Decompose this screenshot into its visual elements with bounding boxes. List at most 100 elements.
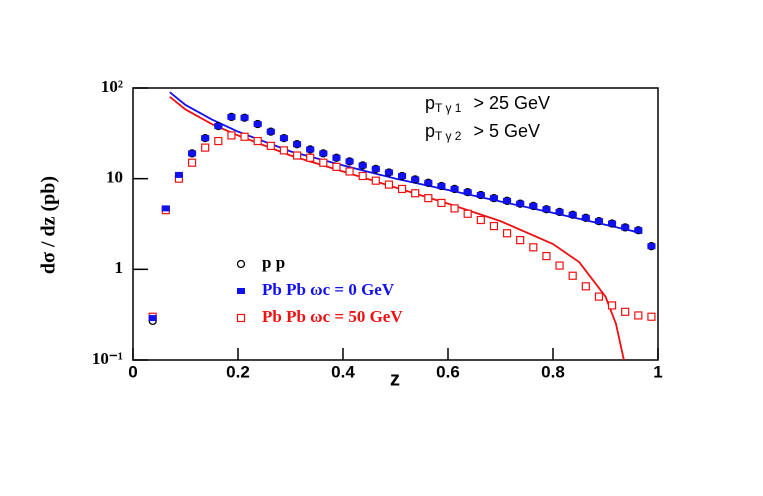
marker-filled-square [240,114,249,121]
marker-filled-square [332,154,341,161]
marker-open-square [621,307,630,316]
marker-open-square [227,131,236,140]
marker-open-square [240,132,249,141]
marker-open-square [634,311,643,320]
x-tick-label: 0.8 [541,362,565,381]
marker-filled-square [581,214,590,221]
marker-open-square [450,204,459,213]
marker-filled-square [424,179,433,186]
x-tick-label: 0.6 [436,362,460,381]
marker-open-square [371,176,380,185]
marker-filled-square [503,197,512,204]
y-tick-label: 1 [115,258,124,277]
marker-open-square [594,292,604,301]
marker-filled-square [516,200,525,207]
marker-filled-square [279,135,288,142]
marker-filled-square [266,128,275,135]
marker-open-square [384,180,394,189]
marker-open-square [476,215,485,225]
y-tick-label: 10⁻¹ [92,349,123,368]
y-tick-label: 10² [101,77,123,96]
annotation-main: p [425,121,435,141]
marker-open-square [253,136,262,146]
marker-filled-square [371,165,380,172]
marker-filled-square [237,288,245,294]
marker-filled-square [306,146,315,153]
marker-open-square [542,251,551,261]
marker-filled-square [463,189,472,196]
marker-open-square [581,282,590,291]
marker-filled-square [450,185,459,192]
marker-open-square [319,158,328,167]
marker-open-square [411,189,420,198]
marker-filled-square [148,315,157,322]
marker-open-square [502,229,512,238]
marker-open-square [607,301,617,310]
annotation-rest: > 25 GeV [473,93,550,113]
annotation-rest: > 5 GeV [473,121,540,141]
marker-filled-square [529,202,538,209]
annotation-sub: T γ 1 [435,101,462,115]
annotation-main: p [425,93,435,113]
marker-open-square [214,136,223,146]
marker-filled-square [174,171,183,178]
marker-open-square [397,184,407,194]
marker-filled-square [489,195,498,202]
marker-filled-square [161,205,170,212]
legend-label: Pb Pb ωc = 0 GeV [262,280,395,299]
marker-filled-square [555,208,564,215]
marker-filled-square [188,150,197,157]
plot-frame [132,87,659,361]
x-axis-label: z [390,368,400,390]
marker-open-square [529,243,538,252]
marker-filled-square [568,211,577,218]
marker-filled-square [411,176,420,183]
marker-circle [236,259,246,269]
marker-open-square [345,167,354,176]
legend-label: p p [262,253,285,272]
marker-open-square [236,313,246,323]
marker-filled-square [345,158,354,165]
x-tick-label: 0 [128,362,137,381]
x-tick-label: 1 [653,362,662,381]
x-tick-label: 0.4 [331,362,355,381]
y-tick-label: 10 [106,168,123,187]
marker-open-square [292,151,302,160]
marker-open-square [555,261,564,270]
marker-filled-square [319,150,328,157]
marker-filled-square [398,173,407,180]
marker-open-square [424,194,433,203]
marker-filled-square [201,135,210,142]
marker-open-square [279,146,289,155]
annotation: pT γ 1 > 25 GeV [425,93,550,115]
marker-filled-square [253,121,262,128]
marker-filled-square [634,227,643,234]
marker-open-square [437,198,446,208]
marker-filled-square [214,123,223,130]
marker-filled-square [384,169,393,176]
marker-open-square [647,312,656,321]
marker-open-square [306,153,315,162]
marker-filled-square [594,218,603,225]
marker-filled-square [476,192,485,199]
marker-open-square [201,143,210,152]
marker-open-square [568,271,577,280]
legend-label: Pb Pb ωc = 50 GeV [262,307,403,326]
annotation: pT γ 2 > 5 GeV [425,121,540,143]
marker-filled-square [358,162,367,169]
marker-open-square [463,209,472,218]
marker-filled-square [293,141,302,148]
marker-filled-square [227,113,236,120]
marker-open-square [187,158,197,167]
marker-filled-square [608,220,617,227]
marker-open-square [266,141,275,150]
marker-filled-square [542,206,551,213]
marker-filled-square [647,243,656,250]
marker-open-square [358,171,367,181]
marker-open-square [489,221,499,231]
annotation-sub: T γ 2 [435,129,462,143]
x-tick-label: 0.2 [226,362,250,381]
y-axis-label: dσ / dz (pb) [38,176,60,274]
marker-filled-square [437,183,446,190]
